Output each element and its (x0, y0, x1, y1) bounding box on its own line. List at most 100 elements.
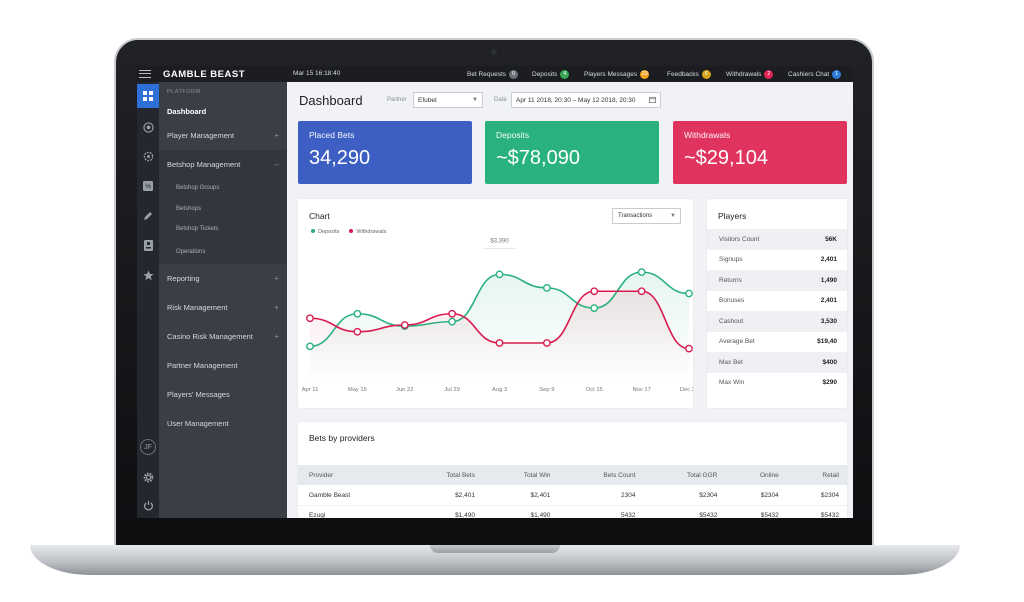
sidebar-item-betshop-management[interactable]: Betshop Management – (159, 150, 287, 178)
kpi-value: ~$29,104 (684, 147, 768, 169)
column-header[interactable]: Bets Count (558, 465, 644, 485)
column-header[interactable]: Retail (786, 465, 847, 485)
kpi-value: 34,290 (309, 147, 371, 169)
table-cell: $5432 (643, 505, 726, 518)
menu-toggle[interactable] (137, 66, 159, 82)
avatar[interactable]: JF (140, 439, 156, 455)
sidebar-item-casino-risk-management[interactable]: Casino Risk Management + (159, 322, 287, 351)
column-header[interactable]: Total Bets (404, 465, 483, 485)
kpi-label: Deposits (496, 130, 530, 140)
sidebar-item-partner-management[interactable]: Partner Management (159, 351, 287, 380)
table-cell: $5432 (725, 505, 787, 518)
data-point[interactable] (590, 304, 599, 313)
data-point[interactable] (685, 289, 693, 298)
data-point[interactable] (306, 314, 314, 323)
table-cell: $2304 (725, 485, 787, 506)
pencil-icon[interactable] (137, 204, 159, 228)
data-point[interactable] (495, 270, 504, 279)
data-point[interactable] (685, 344, 693, 353)
topbar-label: Bet Requests (467, 71, 507, 78)
players-row-value: 56K (825, 235, 837, 243)
topbar-label: Deposits (532, 71, 558, 78)
data-point[interactable] (637, 287, 646, 296)
players-row-value: $19,40 (817, 338, 837, 346)
topbar-label: Withdrawals (726, 71, 762, 78)
topbar-withdrawals[interactable]: Withdrawals 2 (726, 70, 774, 79)
partner-select[interactable]: Efubet ▼ (413, 92, 483, 108)
topbar-bet-requests[interactable]: Bet Requests 0 (467, 70, 519, 79)
table-cell: Ezugi (298, 505, 405, 518)
topbar-cashiers-chat[interactable]: Cashiers Chat 1 (788, 70, 842, 79)
sidebar-subitem-betshop-tickets[interactable]: Betshop Tickets (176, 226, 219, 233)
players-row: Returns 1,490 (707, 270, 847, 291)
soccer-ball-icon[interactable] (137, 115, 159, 139)
legend-withdrawals[interactable]: Withdrawals (349, 229, 386, 235)
chart-legend: Deposits Withdrawals (311, 229, 386, 235)
legend-dot (349, 229, 354, 233)
screen: % JF GAMBLE BEAST PLATFORM Dashboard Pla… (137, 66, 853, 518)
column-header[interactable]: Total Win (482, 465, 559, 485)
power-icon[interactable] (137, 493, 159, 517)
table-cell: $1,490 (482, 505, 559, 518)
sidebar-item-label: Betshop Management (167, 159, 241, 169)
id-card-icon[interactable] (137, 233, 159, 257)
chart-title: Chart (309, 211, 330, 221)
main-content: Dashboard Partner Efubet ▼ Date Apr 11 2… (287, 82, 853, 518)
sidebar-item-players-messages[interactable]: Players' Messages (159, 380, 287, 409)
transactions-select[interactable]: Transactions ▼ (612, 208, 681, 224)
data-point[interactable] (637, 268, 646, 277)
logo-bar: GAMBLE BEAST (159, 66, 287, 82)
sidebar-subitem-operations[interactable]: Operations (176, 248, 206, 255)
data-point[interactable] (400, 321, 409, 329)
x-tick-label: May 15 (348, 387, 367, 393)
table-row[interactable]: Gamble Beast $2,401 $2,401 2304 $2304 $2304 $2… (298, 485, 847, 506)
data-point[interactable] (495, 339, 504, 347)
data-point[interactable] (353, 309, 362, 318)
topbar-label: Cashiers Chat (788, 71, 830, 78)
sidebar-subitem-betshops[interactable]: Betshops (176, 205, 202, 212)
x-tick-label: Jun 22 (396, 387, 413, 393)
topbar-feedbacks[interactable]: Feedbacks 6 (667, 70, 711, 79)
table-cell: $2304 (643, 485, 726, 506)
data-point[interactable] (448, 309, 457, 318)
expand-icon: + (274, 273, 279, 283)
data-point[interactable] (448, 317, 457, 326)
sidebar-item-reporting[interactable]: Reporting + (159, 264, 287, 293)
players-row-label: Cashout (719, 317, 744, 325)
kpi-label: Placed Bets (309, 130, 355, 140)
players-row-value: 3,530 (820, 317, 837, 325)
date-range-input[interactable]: Apr 11 2018, 20:30 – May 12 2018, 20:30 (511, 92, 661, 108)
partner-label: Partner (387, 97, 407, 103)
legend-deposits[interactable]: Deposits (311, 229, 339, 235)
gear-icon[interactable] (137, 465, 159, 489)
sidebar-item-user-management[interactable]: User Management (159, 409, 287, 438)
column-header[interactable]: Provider (298, 465, 405, 485)
top-bar: Mar 15 16:18:40 Bet Requests 0 Deposits … (287, 66, 853, 82)
topbar-deposits[interactable]: Deposits 4 (532, 70, 570, 79)
sidebar-item-player-management[interactable]: Player Management + (159, 121, 287, 150)
x-tick-label: Apr 11 (302, 387, 319, 393)
players-row-label: Signups (719, 256, 743, 264)
table-row[interactable]: Ezugi $1,490 $1,490 5432 $5432 $5432 $5432 (298, 505, 847, 518)
column-header[interactable]: Total GGR (643, 465, 726, 485)
dashboard-icon[interactable] (137, 84, 159, 108)
players-row-label: Max Bet (719, 358, 743, 366)
players-row: Max Win $290 (707, 373, 847, 394)
calendar-icon (649, 96, 656, 105)
data-point[interactable] (353, 327, 362, 336)
players-row: Bonuses 2,401 (707, 291, 847, 312)
sidebar-subitem-betshop-groups[interactable]: Betshop Groups (176, 185, 220, 192)
data-point[interactable] (542, 283, 551, 292)
data-point[interactable] (306, 342, 314, 351)
data-point[interactable] (542, 339, 551, 347)
sidebar-item-dashboard[interactable]: Dashboard (167, 107, 207, 116)
sidebar-item-risk-management[interactable]: Risk Management + (159, 293, 287, 322)
star-icon[interactable] (137, 263, 159, 287)
players-row: Visitors Count 56K (707, 229, 847, 250)
percent-icon[interactable]: % (137, 174, 159, 198)
settings-cog-icon[interactable] (137, 144, 159, 168)
column-header[interactable]: Online (725, 465, 787, 485)
kpi-placed-bets: Placed Bets 34,290 (298, 121, 472, 184)
data-point[interactable] (590, 287, 599, 296)
topbar-players-messages[interactable]: Players Messages 23 (584, 70, 650, 79)
